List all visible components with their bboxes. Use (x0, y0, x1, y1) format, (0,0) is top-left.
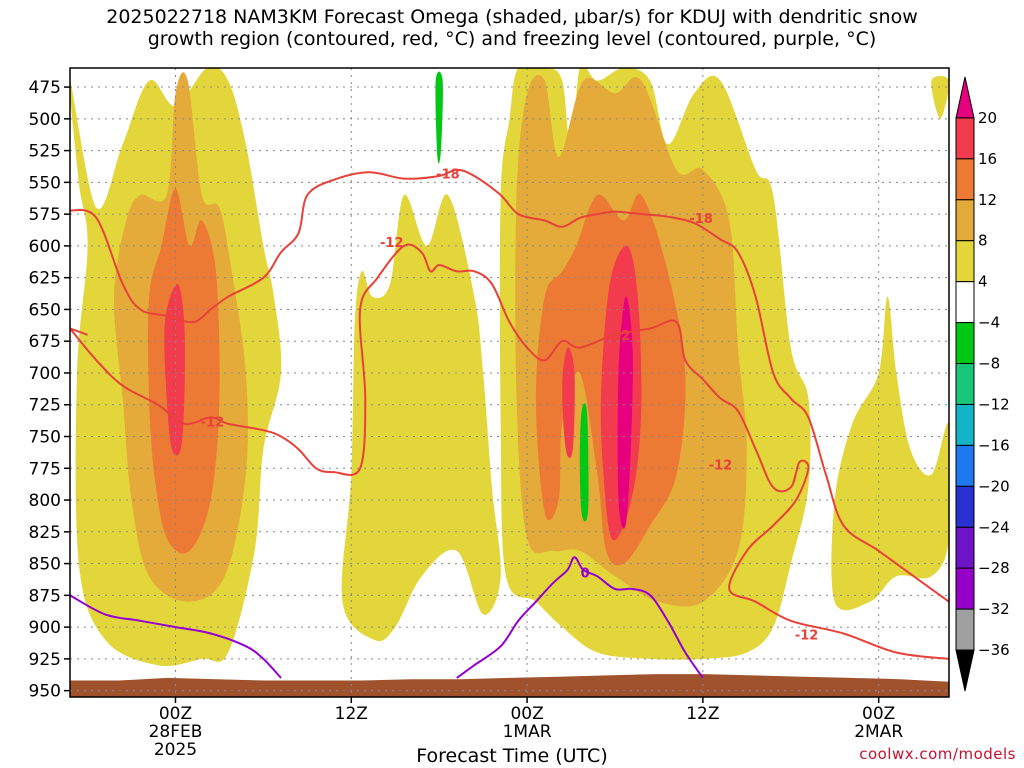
colorbar-label-1: 16 (978, 150, 997, 168)
colorbar-bin-1 (955, 117, 975, 160)
colorbar-bin-2 (955, 158, 975, 201)
y-tick-label-850: 850 (29, 555, 61, 575)
y-tick-label-675: 675 (29, 332, 61, 352)
colorbar-top-arrow (955, 76, 975, 119)
colorbar-bin-4 (955, 240, 975, 283)
plot-frame (69, 67, 950, 698)
colorbar-label-7: −12 (978, 395, 1010, 413)
y-tick-label-800: 800 (29, 491, 61, 511)
freezing-contour-0 (70, 594, 282, 679)
title-line-2: growth region (contoured, red, °C) and f… (147, 28, 877, 50)
colorbar-label-2: 12 (978, 191, 997, 209)
omega-region-4-12 (931, 75, 949, 119)
y-tick-label-925: 925 (29, 650, 61, 670)
y-tick-label-725: 725 (29, 396, 61, 416)
colorbar-label-9: −20 (978, 477, 1010, 495)
omega-region-20-10 (617, 296, 633, 529)
colorbar-bin-11 (955, 526, 975, 569)
y-tick-label-575: 575 (29, 205, 61, 225)
x-tick-label-10: 12Z (335, 704, 368, 724)
ground-layer (70, 674, 949, 697)
contour-label-6: -12 (795, 629, 819, 644)
colorbar-bin-6 (955, 322, 975, 365)
x-axis-title: Forecast Time (UTC) (416, 745, 608, 767)
dgz-contour-2 (70, 327, 88, 336)
y-tick-label-525: 525 (29, 142, 61, 162)
contour-label-7: 0 (581, 566, 590, 581)
x-tick-label-40: 00Z (862, 704, 895, 724)
colorbar-bin-10 (955, 485, 975, 528)
dgz-contour-0 (70, 168, 949, 603)
y-tick-label-650: 650 (29, 300, 61, 320)
colorbar-label-0: 20 (978, 109, 997, 127)
x-tick-date-40: 2MAR (854, 722, 903, 742)
colorbar-bottom-arrow (955, 649, 975, 692)
colorbar: 20 16 12 8 4 −4 −8 −12 −16 −20 −24 −28 −32 −36 (955, 76, 1010, 692)
omega-region-16-8 (562, 347, 575, 458)
colorbar-label-5: −4 (978, 314, 1000, 332)
x-tick-date-0: 28FEB (149, 722, 203, 742)
colorbar-label-3: 8 (978, 232, 988, 250)
omega-negative-region-1 (579, 403, 589, 522)
colorbar-label-12: −32 (978, 600, 1010, 618)
colorbar-label-4: 4 (978, 273, 988, 291)
ground-fill (70, 674, 949, 697)
contour-label-1: -18 (689, 212, 713, 227)
colorbar-bin-8 (955, 403, 975, 446)
omega-shading (70, 68, 949, 666)
contour-label-3: -12 (201, 415, 225, 430)
contour-label-4: -12 (607, 329, 631, 344)
colorbar-label-6: −8 (978, 355, 1000, 373)
contour-labels: -18 -18 -12 -12 -12 -12 -12 0 (201, 167, 819, 643)
freezing-contour-1 (456, 556, 704, 679)
x-tick-date-20: 1MAR (503, 722, 552, 742)
chart-title: 2025022718 NAM3KM Forecast Omega (shaded… (0, 6, 1024, 50)
x-tick-label-20: 00Z (510, 704, 543, 724)
y-tick-label-775: 775 (29, 459, 61, 479)
colorbar-label-11: −28 (978, 559, 1010, 577)
contour-label-0: -18 (436, 167, 460, 182)
credit-text: coolwx.com/models (859, 745, 1016, 763)
contour-label-5: -12 (709, 458, 733, 473)
colorbar-bin-12 (955, 567, 975, 610)
colorbar-label-13: −36 (978, 641, 1010, 659)
y-tick-label-625: 625 (29, 269, 61, 289)
omega-region-4-11 (831, 296, 949, 611)
y-tick-label-750: 750 (29, 428, 61, 448)
omega-negative-region-0 (435, 71, 443, 164)
omega-region-4-13 (376, 346, 404, 504)
x-tick-label-0: 00Z (159, 704, 192, 724)
y-axis: 475 500 525 550 575 600 625 650 675 700 725 750 775 8… (29, 78, 70, 702)
title-line-1: 2025022718 NAM3KM Forecast Omega (shaded… (106, 6, 918, 28)
y-tick-label-825: 825 (29, 523, 61, 543)
dgz-contour-1 (70, 243, 949, 660)
colorbar-bin-13 (955, 608, 975, 651)
y-tick-label-500: 500 (29, 110, 61, 130)
y-tick-label-700: 700 (29, 364, 61, 384)
y-tick-label-475: 475 (29, 78, 61, 98)
y-tick-label-950: 950 (29, 682, 61, 702)
x-tick-year-0: 2025 (154, 740, 197, 760)
y-tick-label-600: 600 (29, 237, 61, 257)
contours (70, 168, 949, 679)
colorbar-label-10: −24 (978, 518, 1010, 536)
x-tick-label-30: 12Z (686, 704, 719, 724)
colorbar-bin-3 (955, 199, 975, 242)
colorbar-bin-9 (955, 444, 975, 487)
y-tick-label-875: 875 (29, 586, 61, 606)
y-tick-label-900: 900 (29, 618, 61, 638)
colorbar-bin-7 (955, 363, 975, 405)
colorbar-label-8: −16 (978, 436, 1010, 454)
omega-region-4-14 (752, 483, 782, 616)
omega-region-4-4 (341, 194, 501, 642)
colorbar-bin-5 (955, 281, 975, 324)
contour-label-2: -12 (380, 236, 404, 251)
y-tick-label-550: 550 (29, 173, 61, 193)
